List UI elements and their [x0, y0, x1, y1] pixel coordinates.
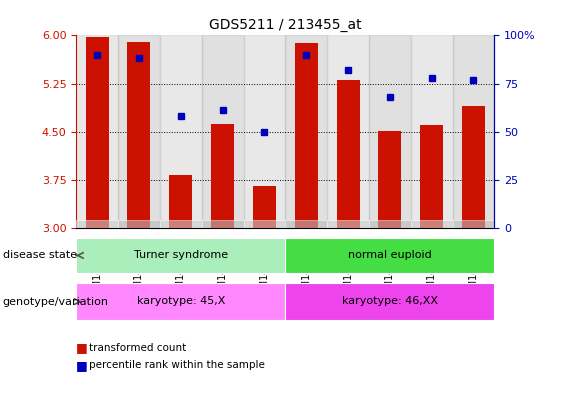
FancyBboxPatch shape: [202, 220, 244, 228]
Title: GDS5211 / 213455_at: GDS5211 / 213455_at: [209, 18, 362, 31]
Text: transformed count: transformed count: [89, 343, 186, 353]
Bar: [420, 125, 443, 228]
Text: ■: ■: [76, 341, 88, 354]
Bar: [379, 131, 401, 228]
Bar: [327, 35, 369, 228]
Bar: [295, 43, 318, 228]
Text: Turner syndrome: Turner syndrome: [134, 250, 228, 260]
FancyBboxPatch shape: [160, 220, 202, 228]
FancyBboxPatch shape: [285, 283, 494, 320]
FancyBboxPatch shape: [244, 220, 285, 228]
Bar: [369, 35, 411, 228]
FancyBboxPatch shape: [76, 238, 285, 273]
Bar: [76, 35, 118, 228]
Bar: [253, 186, 276, 228]
Bar: [337, 80, 359, 228]
Bar: [211, 124, 234, 228]
Text: karyotype: 45,X: karyotype: 45,X: [137, 296, 225, 306]
Bar: [462, 106, 485, 228]
Bar: [244, 35, 285, 228]
Text: ■: ■: [76, 359, 88, 372]
Bar: [86, 37, 108, 228]
FancyBboxPatch shape: [327, 220, 369, 228]
Text: karyotype: 46,XX: karyotype: 46,XX: [342, 296, 438, 306]
Bar: [453, 35, 494, 228]
Bar: [411, 35, 453, 228]
Text: normal euploid: normal euploid: [348, 250, 432, 260]
FancyBboxPatch shape: [76, 220, 118, 228]
FancyBboxPatch shape: [76, 283, 285, 320]
FancyBboxPatch shape: [369, 220, 411, 228]
FancyBboxPatch shape: [411, 220, 453, 228]
FancyBboxPatch shape: [285, 220, 327, 228]
Bar: [160, 35, 202, 228]
FancyBboxPatch shape: [285, 238, 494, 273]
Text: genotype/variation: genotype/variation: [3, 297, 109, 307]
Bar: [285, 35, 327, 228]
Bar: [170, 175, 192, 228]
FancyBboxPatch shape: [118, 220, 160, 228]
Text: percentile rank within the sample: percentile rank within the sample: [89, 360, 265, 371]
Bar: [202, 35, 244, 228]
Bar: [118, 35, 160, 228]
Bar: [128, 42, 150, 228]
Text: disease state: disease state: [3, 250, 77, 261]
FancyBboxPatch shape: [453, 220, 494, 228]
